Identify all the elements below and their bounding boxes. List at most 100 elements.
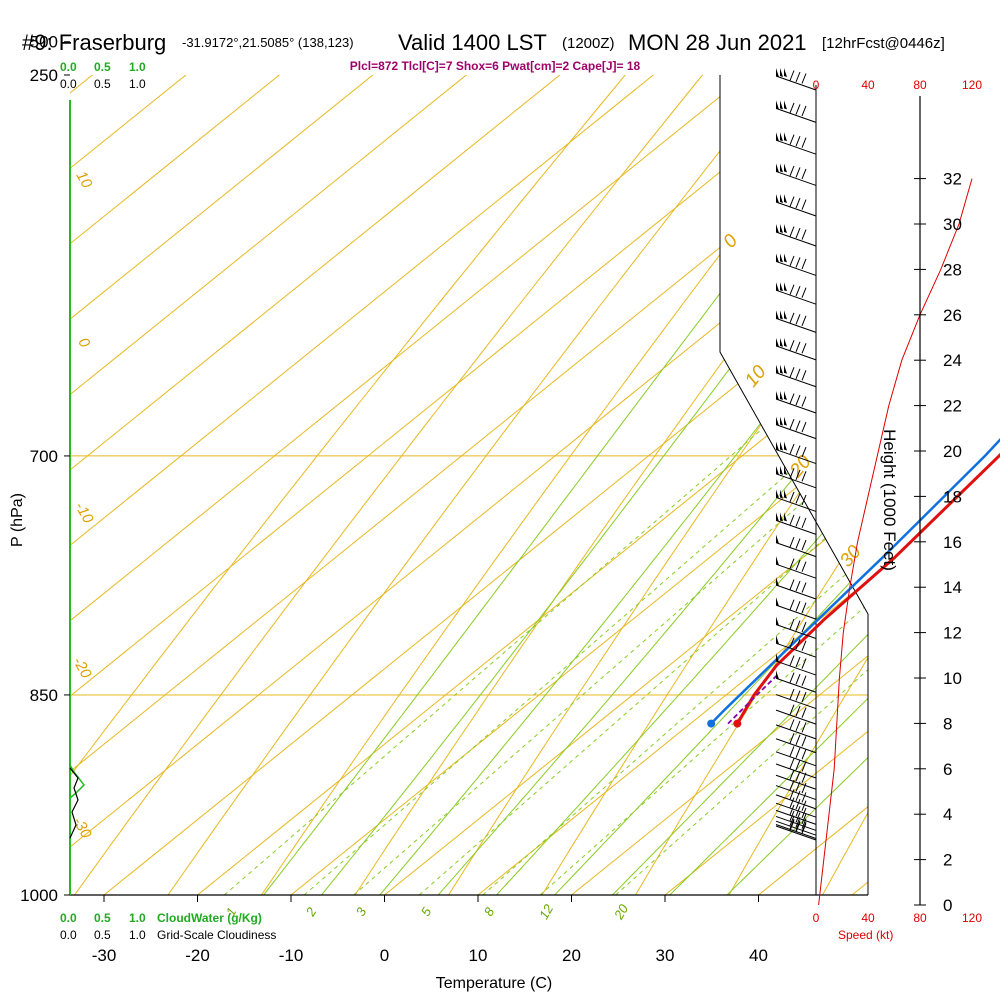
wind-barb-feather (789, 340, 795, 351)
mixing-ratio-line (615, 75, 868, 895)
wind-barb (775, 597, 817, 620)
height-tick-label: 4 (943, 805, 952, 824)
wind-barb-feather (795, 720, 801, 732)
isotherm-label: 10 (741, 361, 771, 391)
wind-barbs (775, 68, 817, 841)
wind-barb-flag (776, 310, 779, 320)
wind-barb-flag (776, 282, 779, 292)
wind-barb-staff (775, 660, 817, 676)
height-tick-label: 16 (943, 533, 962, 552)
wind-barb-feather (795, 656, 801, 668)
wind-barb-flag (776, 337, 779, 347)
wind-barb-feather (795, 705, 801, 717)
wind-barb-feather (801, 494, 807, 506)
moist-adiabat-line (496, 75, 868, 895)
parcel-line (727, 672, 781, 725)
wind-barb-feather (801, 343, 807, 354)
isotherm-line (70, 75, 868, 895)
wind-barb-feather (789, 815, 795, 826)
wind-barb (775, 253, 817, 276)
wind-barb-flag (780, 100, 783, 110)
wind-barb-staff (775, 820, 817, 836)
wind-barb (775, 364, 817, 388)
speed-tick-label-top: 40 (861, 78, 875, 92)
isotherm-label: -20 (69, 654, 95, 682)
wind-barb-feather (801, 137, 807, 148)
wind-barb-flag (780, 465, 783, 475)
wind-barb (775, 100, 817, 123)
wind-barb-flag (780, 194, 783, 204)
wind-barb-feather (789, 579, 795, 590)
wind-barb-feather (789, 393, 795, 404)
wind-barb-feather (801, 602, 807, 613)
dewpoint-surface-dot (707, 719, 716, 728)
wind-barb-feather (801, 749, 807, 760)
wind-barb-flag (780, 68, 783, 77)
moist-adiabat-line (664, 75, 868, 895)
wind-barb (775, 704, 817, 725)
wind-barb-flag (776, 597, 779, 607)
wind-barb-staff (775, 624, 817, 639)
isotherm-line (290, 75, 868, 895)
wind-barb (775, 670, 817, 693)
wind-barb-feather (801, 736, 807, 747)
cloud-top-green-0: 0.0 (60, 60, 77, 74)
wind-barb-flag (780, 132, 783, 142)
wind-barb-flag (784, 310, 787, 320)
wind-barb-feather (795, 771, 801, 782)
wind-barb-flag (784, 132, 787, 142)
speed-tick-label-bottom: 40 (861, 911, 875, 925)
wind-barb-feather (789, 418, 795, 430)
wind-barb-feather (789, 70, 795, 81)
isotherm-line (70, 75, 868, 895)
wind-barb-staff (775, 107, 817, 123)
isotherm-line (103, 75, 868, 895)
wind-barb-staff (775, 677, 817, 693)
wind-barb (775, 797, 817, 818)
wind-barb-flag (784, 194, 787, 204)
wind-barb-staff (775, 260, 817, 276)
cloud-bottom-green-0: 0.0 (60, 911, 77, 925)
height-tick-label: 12 (943, 624, 962, 643)
wind-barb-feather (801, 658, 807, 669)
height-tick-label: 0 (943, 896, 952, 915)
wind-barb-staff (775, 815, 817, 831)
wind-barb-feather (789, 797, 795, 808)
height-tick-label: 6 (943, 760, 952, 779)
wind-barb-flag (776, 534, 779, 544)
cloud-bottom-black-1: 0.5 (94, 928, 111, 942)
wind-barb-feather (801, 823, 807, 834)
wind-barb (775, 489, 817, 512)
forecast-run: [12hrFcst@0446z] (822, 35, 945, 52)
wind-barb-feather (789, 558, 795, 569)
pressure-tick-label: 250 (30, 66, 58, 85)
wind-barb-feather (789, 491, 795, 503)
dry-adiabat-line (980, 0, 1000, 955)
wind-barb-feather (789, 134, 795, 145)
wind-barb-flag (780, 364, 783, 374)
wind-barb-feather (795, 314, 801, 325)
wind-barb-flag (780, 441, 783, 451)
temperature-tick-label: 0 (380, 946, 389, 965)
speed-tick-label-top: 80 (913, 78, 927, 92)
wind-barb-staff (775, 170, 817, 186)
wind-barb-feather (795, 469, 801, 481)
wind-barb-feather (801, 287, 807, 298)
temperature-tick-label: 10 (469, 946, 488, 965)
cloudiness-label: Grid-Scale Cloudiness (157, 928, 276, 942)
wind-barb-flag (776, 391, 779, 401)
cloudiness-trace (69, 767, 79, 839)
wind-barb (775, 512, 817, 535)
wind-barb-feather (801, 800, 807, 811)
wind-barb-feather (795, 420, 801, 431)
height-tick-label: 30 (943, 215, 962, 234)
wind-barb (775, 688, 817, 710)
wind-barb-flag (776, 163, 779, 173)
wind-barb (775, 391, 817, 414)
wind-barb-flag (776, 489, 779, 499)
wind-barb (775, 534, 817, 558)
wind-barb-flag (776, 224, 779, 234)
